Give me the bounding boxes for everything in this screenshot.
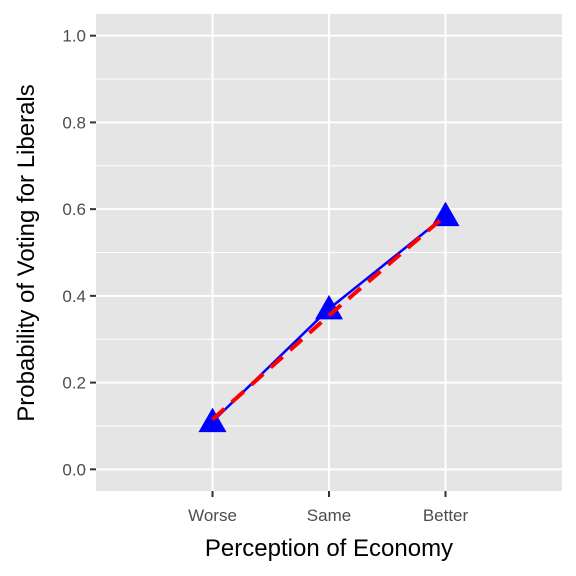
y-axis-title: Probability of Voting for Liberals (13, 84, 40, 422)
series-layer (198, 201, 460, 433)
y-tick-label: 1.0 (62, 27, 86, 46)
axes-layer: 0.0 0.2 0.4 0.6 0.8 1.0 Worse Same Better (62, 27, 468, 525)
x-axis-title: Perception of Economy (205, 535, 453, 562)
y-tick-label: 0.0 (62, 460, 86, 479)
x-tick-label: Same (307, 506, 351, 525)
x-tick-label: Worse (188, 506, 237, 525)
x-tick-label: Better (423, 506, 469, 525)
y-tick-label: 0.2 (62, 374, 86, 393)
y-tick-label: 0.6 (62, 200, 86, 219)
triangle-marker (315, 294, 343, 320)
triangle-marker (198, 407, 227, 433)
series-line-dashed (211, 214, 447, 421)
y-tick-label: 0.8 (62, 113, 86, 132)
major-gridlines (96, 14, 562, 491)
y-tick-label: 0.4 (62, 287, 86, 306)
